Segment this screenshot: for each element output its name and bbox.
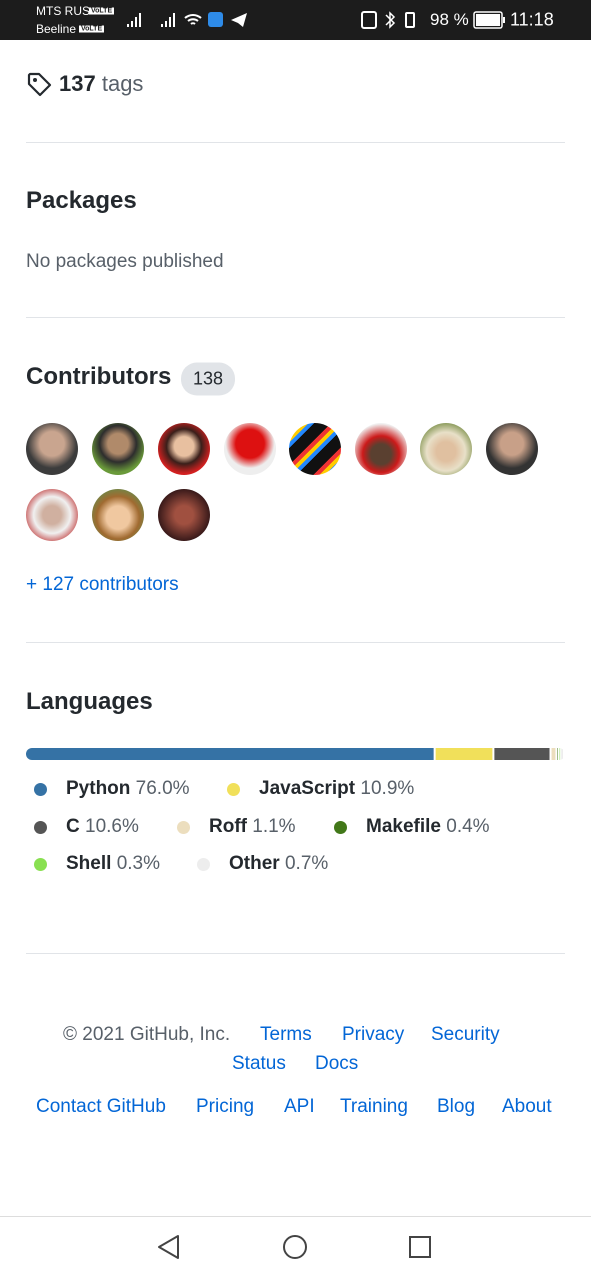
legend-entry[interactable]: Roff 1.1% bbox=[209, 816, 296, 838]
footer-link[interactable]: Terms bbox=[260, 1024, 312, 1045]
section-title: Languages bbox=[26, 688, 153, 715]
language-name: Python bbox=[66, 778, 131, 799]
footer-link[interactable]: Training bbox=[340, 1096, 408, 1117]
language-percent: 0.3% bbox=[116, 853, 160, 874]
avatar[interactable] bbox=[420, 423, 472, 475]
divider bbox=[26, 953, 565, 954]
tags-link[interactable]: 137 tags bbox=[59, 71, 143, 97]
footer-link[interactable]: Pricing bbox=[196, 1096, 255, 1117]
divider bbox=[26, 642, 565, 643]
language-name: Makefile bbox=[366, 816, 441, 837]
legend-dot bbox=[33, 857, 47, 871]
packages-text: No packages published bbox=[26, 251, 224, 272]
recents-button[interactable] bbox=[409, 1236, 431, 1258]
legend-entry[interactable]: Python 76.0% bbox=[66, 778, 190, 800]
copyright: © 2021 GitHub, Inc. bbox=[63, 1024, 231, 1045]
carrier: Beeline bbox=[36, 22, 77, 36]
language-segment bbox=[557, 748, 558, 760]
carrier: MTS RUS bbox=[36, 4, 90, 18]
footer-link[interactable]: Privacy bbox=[342, 1024, 405, 1045]
language-segment bbox=[561, 748, 563, 760]
legend-entry[interactable]: Makefile 0.4% bbox=[366, 816, 490, 838]
legend-entry[interactable]: Shell 0.3% bbox=[66, 853, 160, 875]
avatar[interactable] bbox=[355, 423, 407, 475]
legend-dot bbox=[196, 857, 210, 871]
legend-dot bbox=[226, 782, 240, 796]
nav-divider bbox=[0, 1216, 591, 1217]
avatar[interactable] bbox=[92, 423, 144, 475]
status-icons bbox=[361, 11, 415, 29]
language-segment bbox=[26, 748, 434, 760]
language-segment bbox=[435, 748, 493, 760]
language-name: Shell bbox=[66, 853, 112, 874]
avatar[interactable] bbox=[486, 423, 538, 475]
home-button[interactable] bbox=[283, 1235, 307, 1259]
language-segment bbox=[551, 748, 556, 760]
legend-dot bbox=[33, 820, 47, 834]
nav-bar bbox=[158, 1235, 431, 1259]
section-title: Contributors bbox=[26, 363, 172, 390]
footer-link[interactable]: Blog bbox=[437, 1096, 476, 1117]
language-segment bbox=[559, 748, 561, 760]
footer-link[interactable]: Docs bbox=[315, 1053, 359, 1074]
avatar[interactable] bbox=[92, 489, 144, 541]
avatar[interactable] bbox=[289, 423, 341, 475]
footer-link[interactable]: API bbox=[284, 1096, 315, 1117]
battery-icon bbox=[473, 11, 505, 29]
language-bar bbox=[26, 748, 563, 760]
footer-link[interactable]: Security bbox=[431, 1024, 500, 1045]
status-bar: MTS RUS VoLTE Beeline VoLTE 98 % 11:18 bbox=[0, 0, 591, 40]
tag-icon bbox=[27, 72, 52, 97]
avatar[interactable] bbox=[224, 423, 276, 475]
clock: 11:18 bbox=[510, 9, 554, 30]
back-button[interactable] bbox=[158, 1235, 179, 1259]
language-percent: 10.6% bbox=[85, 816, 139, 837]
language-segment bbox=[494, 748, 550, 760]
battery-text: 98 % bbox=[430, 10, 469, 29]
footer-link[interactable]: Status bbox=[232, 1053, 286, 1074]
language-percent: 0.7% bbox=[284, 853, 329, 874]
footer-link[interactable]: Contact GitHub bbox=[36, 1096, 166, 1117]
legend-entry[interactable]: C 10.6% bbox=[66, 816, 139, 838]
language-percent: 0.4% bbox=[446, 816, 490, 837]
language-percent: 10.9% bbox=[360, 778, 415, 799]
tags-count: 137 bbox=[59, 71, 96, 96]
language-name: JavaScript bbox=[259, 778, 356, 799]
legend-dot bbox=[333, 820, 347, 834]
language-percent: 1.1% bbox=[252, 816, 296, 837]
avatar[interactable] bbox=[26, 489, 78, 541]
divider bbox=[26, 142, 565, 143]
avatar[interactable] bbox=[158, 423, 210, 475]
language-name: Roff bbox=[209, 816, 247, 837]
volte: VoLTE bbox=[79, 25, 105, 33]
language-name: C bbox=[66, 816, 80, 837]
language-percent: 76.0% bbox=[135, 778, 190, 799]
legend-dot bbox=[176, 820, 190, 834]
volte: VoLTE bbox=[89, 7, 115, 15]
status-icons bbox=[127, 12, 247, 27]
divider bbox=[26, 317, 565, 318]
count-badge: 138 bbox=[181, 362, 236, 396]
more-contributors[interactable]: + 127 contributors bbox=[26, 574, 179, 595]
tags-label: tags bbox=[101, 71, 144, 96]
avatar[interactable] bbox=[158, 489, 210, 541]
legend-entry[interactable]: JavaScript 10.9% bbox=[259, 778, 414, 800]
legend-dot bbox=[33, 782, 47, 796]
language-name: Other bbox=[229, 853, 280, 874]
footer-link[interactable]: About bbox=[502, 1096, 552, 1117]
legend-entry[interactable]: Other 0.7% bbox=[229, 853, 328, 875]
section-title: Packages bbox=[26, 187, 137, 214]
avatar[interactable] bbox=[26, 423, 78, 475]
